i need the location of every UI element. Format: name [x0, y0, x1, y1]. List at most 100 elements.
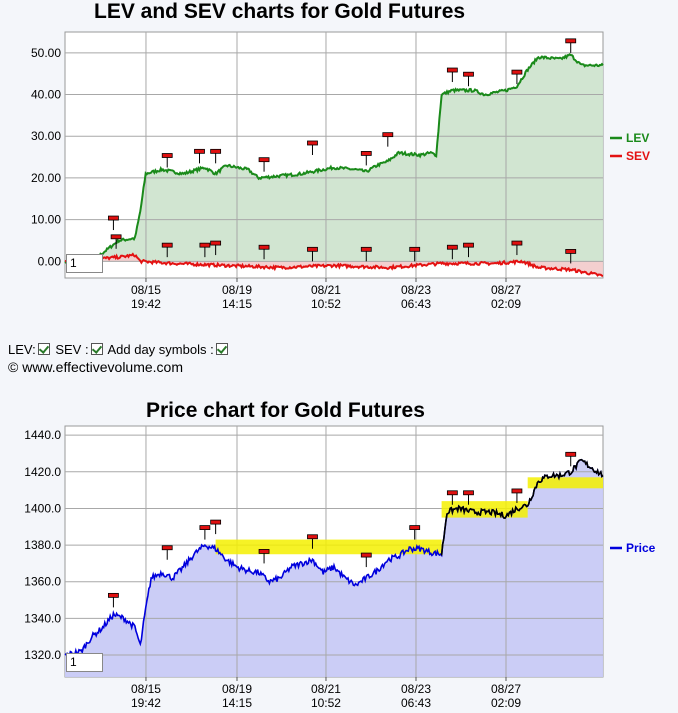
price-y-tick-label: 1360.0	[24, 575, 61, 589]
day-symbol-lev	[360, 151, 372, 166]
day-symbol-sev	[210, 240, 222, 256]
price-x-tick-date: 08/21	[311, 682, 341, 696]
lev-y-tick-label: 30.00	[31, 129, 61, 143]
day-symbol-flag	[511, 69, 523, 75]
lev-y-tick-label: 20.00	[31, 171, 61, 185]
day-symbol-flag	[110, 234, 122, 240]
price-legend-label-price: Price	[626, 541, 656, 555]
sev-checkbox[interactable]	[90, 343, 103, 355]
day-symbol-lev	[210, 148, 222, 164]
lev-y-tick-label: 50.00	[31, 46, 61, 60]
lev-x-tick-time: 02:09	[491, 297, 521, 311]
day-symbol-flag	[258, 157, 270, 163]
lev-x-tick-date: 08/23	[401, 283, 431, 297]
day-symbol-flag	[463, 490, 474, 496]
day-symbol-flag	[565, 451, 577, 457]
price-y-tick-label: 1320.0	[24, 648, 61, 662]
day-symbol-price	[463, 490, 474, 505]
day-symbol-sev	[161, 242, 173, 258]
day-symbol-price	[446, 490, 458, 505]
day-symbol-flag	[360, 552, 372, 558]
day-symbol-flag	[463, 242, 474, 248]
day-symbol-flag	[511, 488, 523, 494]
day-symbol-sev	[446, 244, 458, 260]
day-symbol-price	[360, 552, 372, 568]
price-band-line	[440, 503, 528, 556]
day-symbol-lev	[463, 71, 474, 87]
lev-label: LEV:	[8, 342, 36, 357]
price-chart-title: Price chart for Gold Futures	[146, 399, 425, 422]
day-symbol-lev	[307, 140, 318, 155]
day-symbols-checkbox[interactable]	[215, 343, 228, 355]
sev-label: SEV :	[55, 342, 89, 357]
day-symbol-sev	[360, 246, 372, 262]
day-symbol-flag	[446, 244, 458, 250]
price-x-tick-date: 08/27	[491, 682, 521, 696]
lev-x-tick-time: 14:15	[222, 297, 252, 311]
price-x-tick-time: 02:09	[491, 696, 521, 710]
day-symbol-sev	[307, 246, 318, 262]
lev-x-tick-date: 08/15	[131, 283, 161, 297]
lev-x-tick-time: 19:42	[131, 297, 161, 311]
price-y-tick-label: 1400.0	[24, 501, 61, 515]
price-chart-zoom-input[interactable]: 1	[66, 653, 103, 672]
day-symbol-sev	[511, 240, 523, 256]
lev-lev-line	[64, 53, 604, 270]
lev-y-tick-label: 0.00	[38, 254, 62, 268]
day-symbol-flag	[258, 244, 270, 250]
price-x-tick-date: 08/19	[222, 682, 252, 696]
day-symbol-sev	[199, 242, 211, 258]
day-symbol-lev	[110, 234, 122, 249]
lev-y-tick-label: 10.00	[31, 213, 61, 227]
day-symbol-flag	[360, 151, 372, 156]
day-symbol-flag	[446, 490, 458, 496]
lev-x-tick-time: 06:43	[401, 297, 431, 311]
price-x-tick-time: 06:43	[401, 696, 431, 710]
day-symbol-flag	[161, 242, 173, 248]
day-symbol-flag	[108, 215, 119, 221]
lev-y-tick-label: 40.00	[31, 88, 61, 102]
price-band-line	[526, 458, 604, 507]
day-symbol-flag	[409, 246, 421, 252]
day-symbol-flag	[194, 148, 205, 154]
day-symbol-sev	[409, 246, 421, 262]
day-symbol-sev	[565, 249, 577, 264]
day-symbol-flag	[307, 246, 318, 252]
price-x-tick-time: 19:42	[131, 696, 161, 710]
day-symbol-price	[108, 592, 119, 608]
day-symbol-flag	[210, 240, 222, 246]
lev-sev-chart-title: LEV and SEV charts for Gold Futures	[94, 0, 466, 23]
day-symbol-flag	[565, 249, 577, 254]
day-symbol-price	[199, 525, 211, 540]
price-y-tick-label: 1440.0	[24, 428, 61, 442]
day-symbol-flag	[210, 519, 222, 525]
lev-lev-area	[65, 54, 603, 268]
lev-chart-zoom-input[interactable]: 1	[66, 254, 103, 273]
price-highlight-band	[527, 477, 603, 489]
day-symbol-lev	[108, 215, 119, 231]
day-symbol-flag	[409, 525, 421, 530]
day-symbol-price	[409, 525, 421, 540]
lev-checkbox[interactable]	[37, 343, 50, 355]
day-symbol-flag	[446, 67, 458, 73]
price-x-tick-date: 08/23	[401, 682, 431, 696]
day-symbol-price	[258, 549, 270, 564]
price-y-tick-label: 1340.0	[24, 611, 61, 625]
chart-controls: LEV: SEV : Add day symbols :	[8, 342, 230, 357]
day-symbol-flag	[161, 545, 173, 551]
day-symbol-price	[307, 534, 318, 549]
day-symbol-flag	[511, 240, 523, 246]
day-symbol-flag	[382, 132, 394, 138]
lev-x-tick-date: 08/27	[491, 283, 521, 297]
price-y-tick-label: 1420.0	[24, 465, 61, 479]
day-symbol-flag	[360, 246, 372, 252]
day-symbol-flag	[210, 148, 222, 154]
lev-x-tick-date: 08/19	[222, 283, 252, 297]
day-symbol-flag	[307, 140, 318, 146]
day-symbol-lev	[194, 148, 205, 164]
day-symbol-price	[210, 519, 222, 535]
lev-x-tick-time: 10:52	[311, 297, 341, 311]
day-symbol-lev	[382, 132, 394, 147]
price-x-tick-time: 14:15	[222, 696, 252, 710]
